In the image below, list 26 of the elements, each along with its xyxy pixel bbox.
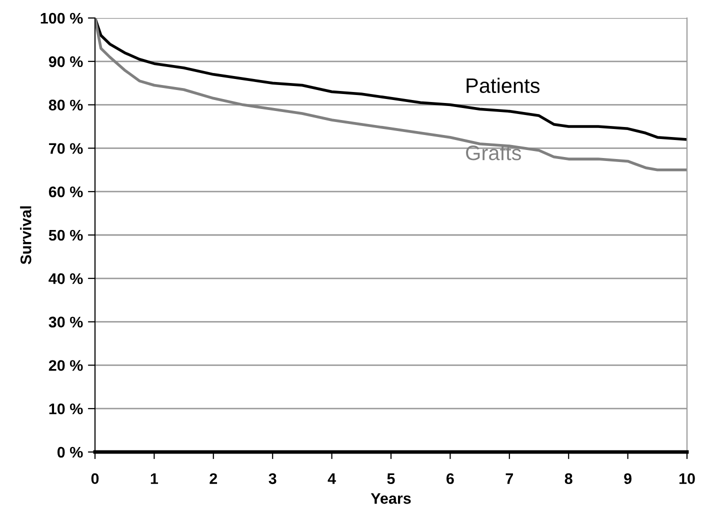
y-tick-label: 80 % [48,100,83,110]
x-tick-label: 6 [446,473,454,484]
y-tick-label: 30 % [48,316,83,328]
y-tick-label: 40 % [48,273,83,284]
x-tick-label: 8 [564,473,572,484]
x-tick-label: 2 [210,473,218,484]
y-tick-label: 60 % [48,186,83,198]
x-tick-label: 0 [91,473,99,484]
x-tick-label: 10 [679,473,695,484]
x-tick-label: 1 [150,473,158,484]
y-tick-label: 50 % [48,230,83,241]
x-tick-label: 9 [624,473,632,484]
y-tick-label: 10 % [49,403,83,414]
y-tick-label: 20 % [48,360,83,371]
x-tick-label: 3 [268,473,276,484]
x-tick-label: 4 [328,473,336,484]
y-tick-label: 70 % [49,143,83,154]
y-axis-title: Survival [20,206,32,264]
series-label: Grafts [466,145,521,160]
x-tick-label: 7 [506,473,513,484]
x-tick-label: 5 [387,473,395,484]
y-tick-label: 100 % [40,12,83,24]
series-label: Patients [466,78,540,94]
y-tick-label: 90 % [48,56,83,68]
y-tick-label: 0 % [57,446,83,458]
x-axis-title: Years [370,493,411,504]
